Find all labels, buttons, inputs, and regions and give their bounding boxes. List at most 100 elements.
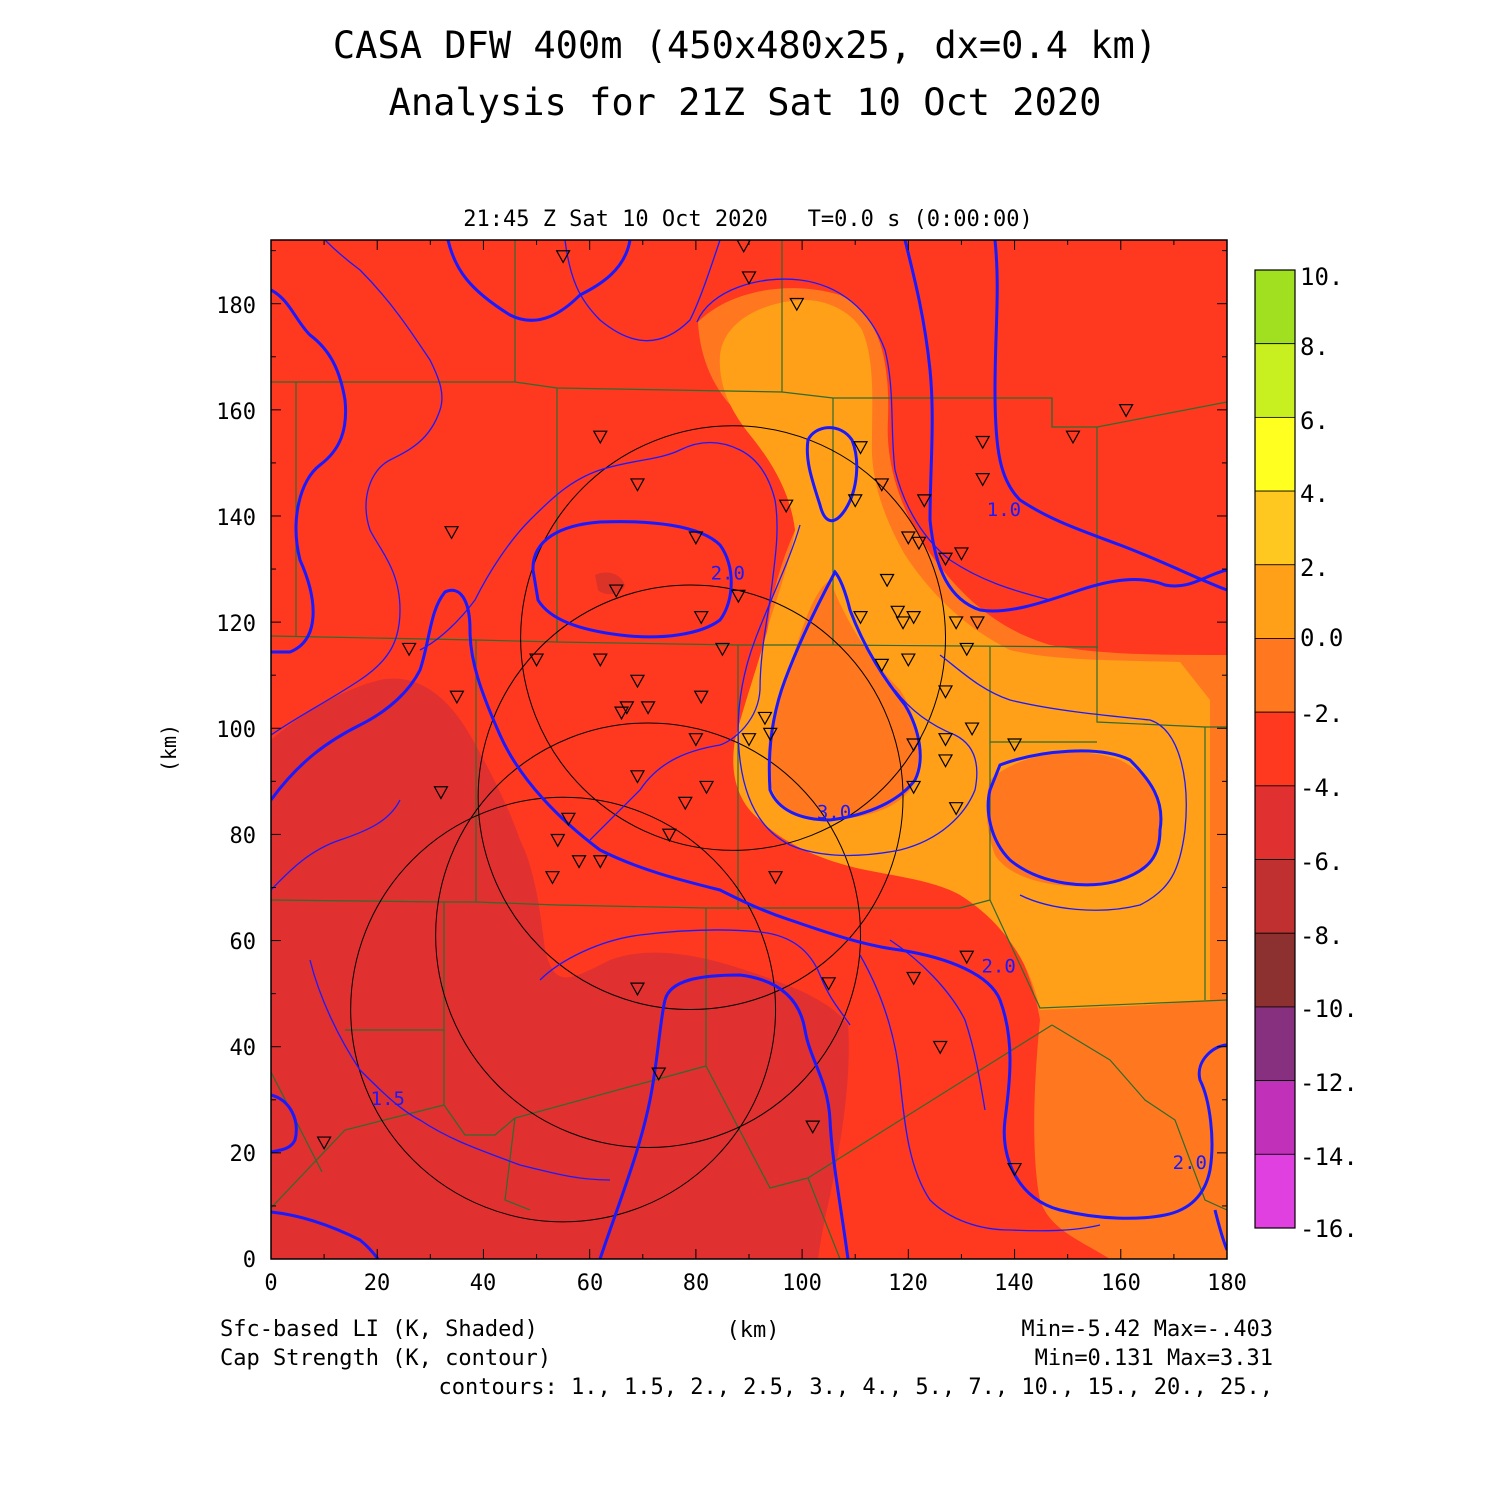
station-triangle-icon bbox=[937, 552, 954, 567]
station-triangle-icon bbox=[959, 950, 975, 965]
station-triangle-icon bbox=[433, 786, 449, 800]
y-tick-label: 40 bbox=[230, 1036, 257, 1061]
station-triangle-icon bbox=[688, 733, 704, 747]
colorbar-label: 0.0 bbox=[1300, 624, 1343, 652]
station-triangle-icon bbox=[916, 494, 932, 508]
colorbar-swatch bbox=[1254, 269, 1296, 345]
station-triangle-icon bbox=[614, 706, 630, 721]
colorbar-label: -2. bbox=[1300, 700, 1343, 728]
station-triangle-icon bbox=[847, 494, 863, 508]
station-triangle-icon bbox=[937, 754, 954, 768]
station-triangle-icon bbox=[900, 531, 916, 545]
y-tick-label: 0 bbox=[243, 1248, 256, 1273]
station-triangle-icon bbox=[693, 690, 709, 705]
colorbar-label: 6. bbox=[1300, 407, 1329, 435]
cap-strength-contours bbox=[271, 240, 1227, 1259]
station-triangle-icon bbox=[821, 977, 837, 991]
station-triangle-icon bbox=[651, 1067, 667, 1081]
li-shade-region-le-m6 bbox=[595, 572, 625, 595]
y-axis-label: (km) bbox=[157, 724, 181, 772]
footer-shaded-field: Sfc-based LI (K, Shaded) bbox=[220, 1317, 538, 1342]
station-triangle-icon bbox=[937, 733, 954, 747]
station-triangle-icon bbox=[555, 250, 571, 264]
colorbar-swatch bbox=[1254, 490, 1296, 566]
colorbar-swatch bbox=[1254, 785, 1296, 860]
y-tick-label: 100 bbox=[216, 718, 256, 743]
colorbar: 10. 8. 6. 4. 2. 0.0 -2. -4. -6. -8. -10.… bbox=[1254, 263, 1358, 1243]
colorbar-label: -16. bbox=[1300, 1215, 1358, 1243]
station-triangle-icon bbox=[1065, 430, 1081, 445]
colorbar-label: -6. bbox=[1300, 848, 1343, 876]
station-triangle-icon bbox=[964, 722, 980, 737]
station-triangle-icon bbox=[853, 611, 869, 625]
station-triangle-icon bbox=[879, 573, 895, 588]
station-triangle-icon bbox=[906, 780, 922, 795]
y-axis: 0 20 40 60 80 100 120 140 160 180 (km) bbox=[157, 294, 256, 1273]
x-axis: 0 20 40 60 80 100 120 140 160 180 (km) bbox=[264, 1271, 1247, 1343]
station-triangle-icon bbox=[714, 642, 730, 657]
contour-value-label: 3.0 bbox=[817, 801, 851, 823]
range-ring bbox=[477, 584, 904, 1011]
colorbar-label: -8. bbox=[1300, 922, 1343, 950]
plot-ticks bbox=[270, 240, 1228, 1260]
station-triangle-icon bbox=[762, 727, 778, 742]
y-tick-label: 160 bbox=[216, 400, 256, 425]
x-tick-label: 160 bbox=[1101, 1271, 1141, 1296]
contour-value-label: 1.0 bbox=[987, 499, 1021, 521]
station-triangle-icon bbox=[592, 855, 608, 869]
station-triangle-icon bbox=[1007, 1162, 1023, 1177]
x-tick-label: 40 bbox=[470, 1271, 497, 1296]
station-triangle-icon bbox=[932, 1040, 948, 1055]
figure-title-line2: Analysis for 21Z Sat 10 Oct 2020 bbox=[389, 81, 1102, 124]
station-triangle-icon bbox=[677, 796, 693, 811]
colorbar-label: -4. bbox=[1300, 774, 1343, 802]
station-triangle-icon bbox=[906, 971, 922, 986]
x-tick-label: 80 bbox=[683, 1271, 710, 1296]
station-triangle-icon bbox=[900, 653, 916, 668]
x-tick-label: 0 bbox=[264, 1271, 277, 1296]
station-triangle-icon bbox=[874, 478, 890, 492]
range-ring bbox=[435, 722, 862, 1149]
range-ring bbox=[350, 796, 777, 1223]
colorbar-label: -10. bbox=[1300, 995, 1358, 1023]
y-tick-label: 180 bbox=[216, 294, 256, 319]
colorbar-swatch bbox=[1254, 638, 1296, 713]
li-shade-region-m2-0-core bbox=[767, 580, 919, 820]
station-triangle-icon bbox=[592, 653, 608, 668]
station-triangle-icon bbox=[560, 812, 576, 827]
colorbar-label: 2. bbox=[1300, 554, 1329, 582]
contour-value-label: 2.0 bbox=[711, 563, 745, 585]
county-boundaries bbox=[271, 240, 1227, 1259]
colorbar-label: 4. bbox=[1300, 480, 1329, 508]
colorbar-swatch bbox=[1254, 1080, 1296, 1155]
footer-contour-levels: contours: 1., 1.5, 2., 2.5, 3., 4., 5., … bbox=[439, 1375, 1273, 1400]
y-tick-label: 140 bbox=[216, 506, 256, 531]
station-triangle-icon bbox=[316, 1136, 332, 1150]
station-triangle-icon bbox=[906, 611, 922, 625]
station-triangle-icon bbox=[693, 611, 709, 625]
x-tick-label: 180 bbox=[1207, 1271, 1247, 1296]
station-triangle-icon bbox=[401, 642, 417, 657]
station-triangle-icon bbox=[592, 430, 608, 445]
colorbar-swatch bbox=[1254, 416, 1296, 492]
station-triangle-icon bbox=[778, 499, 794, 514]
station-triangle-icon bbox=[629, 770, 645, 784]
colorbar-labels: 10. 8. 6. 4. 2. 0.0 -2. -4. -6. -8. -10.… bbox=[1300, 263, 1358, 1243]
colorbar-swatch bbox=[1254, 711, 1296, 787]
y-tick-label: 20 bbox=[230, 1142, 257, 1167]
plot-time-subtitle: 21:45 Z Sat 10 Oct 2020 T=0.0 s (0:00:00… bbox=[463, 207, 1033, 232]
station-triangle-icon bbox=[741, 271, 757, 285]
station-triangle-icon bbox=[911, 536, 927, 551]
x-tick-label: 20 bbox=[364, 1271, 391, 1296]
station-triangle-icon bbox=[608, 584, 624, 599]
station-triangle-icon bbox=[629, 478, 645, 492]
station-triangle-icon bbox=[874, 658, 890, 673]
x-tick-label: 60 bbox=[577, 1271, 604, 1296]
station-triangle-icon bbox=[805, 1120, 821, 1135]
station-triangle-icon bbox=[890, 605, 906, 620]
station-triangle-icon bbox=[953, 547, 969, 561]
station-triangle-icon bbox=[948, 616, 964, 630]
colorbar-label: 10. bbox=[1300, 263, 1343, 291]
colorbar-frame bbox=[1254, 269, 1296, 1229]
contour-value-label: 2.0 bbox=[1173, 1152, 1207, 1174]
